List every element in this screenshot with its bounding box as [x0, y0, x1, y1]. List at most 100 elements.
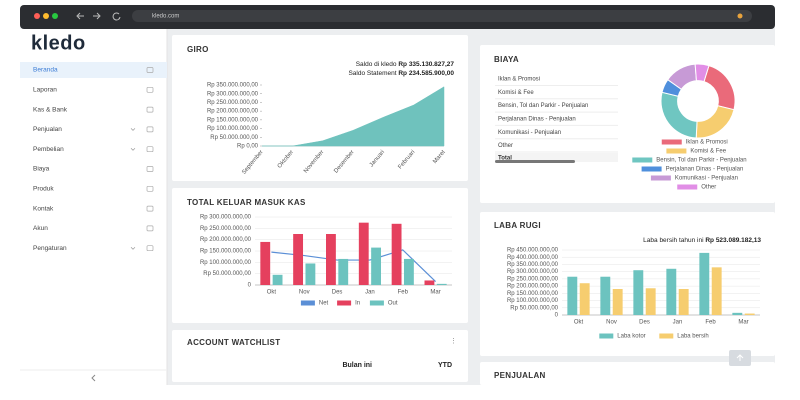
back-button[interactable]	[76, 12, 84, 20]
card-menu: ⋮	[450, 338, 457, 345]
legend-label: Perjalanan Dinas - Penjualan	[666, 167, 744, 173]
minimize-dot[interactable]	[43, 13, 49, 19]
y-tick-label: Rp 150.000.000,00	[200, 249, 252, 255]
card-title: ACCOUNT WATCHLIST	[187, 338, 280, 347]
reload-button[interactable]	[112, 12, 121, 21]
address-bar[interactable]	[132, 10, 752, 22]
forward-button[interactable]	[93, 12, 101, 20]
x-tick-label: Nov	[606, 320, 617, 326]
chevron	[130, 147, 136, 151]
menu-item[interactable]: Akun	[33, 225, 48, 232]
y-tick-label: Rp 50.000.000,00	[203, 271, 251, 277]
menu-icon	[146, 225, 154, 232]
bar	[326, 234, 336, 285]
annotation-label: Saldo di kledo	[356, 61, 397, 68]
legend-swatch	[650, 175, 671, 181]
bar	[358, 222, 369, 285]
close-dot[interactable]	[34, 13, 40, 19]
menu-item[interactable]: Pembelian	[33, 146, 64, 153]
legend-swatch	[661, 139, 682, 145]
bar	[403, 258, 414, 285]
legend-swatch	[659, 333, 674, 339]
annotation-value: Rp 234.585.900,00	[398, 70, 454, 77]
card-title: PENJUALAN	[494, 371, 546, 380]
menu-item[interactable]: Kontak	[33, 205, 54, 212]
bar	[371, 247, 381, 285]
y-tick-label: Rp 350.000.000,00	[207, 83, 259, 89]
y-tick-label: Rp 150.000.000,00	[207, 117, 259, 123]
y-tick-label: Rp 200.000.000,00	[207, 109, 259, 115]
legend-swatch	[337, 300, 352, 306]
bar	[732, 312, 743, 315]
annotation-value: Rp 523.089.182,13	[705, 237, 761, 244]
column-header: Bulan ini	[342, 362, 372, 369]
menu-icon	[146, 205, 154, 212]
y-tick-label: Rp 450.000.000,00	[507, 248, 559, 254]
annotation-label: Laba bersih tahun ini	[643, 237, 703, 244]
menu-item[interactable]: Beranda	[33, 67, 58, 74]
bar	[645, 288, 656, 315]
menu-item[interactable]: Produk	[33, 186, 54, 193]
menu-item[interactable]: Biaya	[33, 166, 50, 173]
bar	[666, 268, 677, 315]
card	[480, 362, 775, 385]
legend-swatch	[677, 184, 698, 190]
menu-icon	[146, 86, 154, 93]
y-tick-label: Rp 300.000.000,00	[200, 215, 252, 221]
y-tick-label: Rp 250.000.000,00	[207, 100, 259, 106]
legend-swatch	[641, 166, 662, 172]
bar	[678, 289, 689, 315]
scrollbar	[495, 160, 575, 163]
menu-item[interactable]: Laporan	[33, 87, 57, 94]
list-item[interactable]: Other	[498, 143, 513, 149]
menu-icon	[146, 185, 154, 192]
x-tick-label: Feb	[398, 290, 409, 296]
x-tick-label: Des	[639, 320, 650, 326]
list-item[interactable]: Perjalanan Dinas - Penjualan	[498, 116, 576, 122]
bar	[338, 258, 349, 285]
y-tick-label: 0	[555, 313, 559, 319]
legend-swatch	[632, 157, 653, 163]
menu-icon	[146, 106, 154, 113]
menu-item[interactable]: Penjualan	[33, 126, 62, 133]
x-tick-label: Okt	[267, 290, 277, 296]
collapse-button[interactable]	[91, 374, 96, 382]
card	[480, 45, 775, 203]
y-tick-label: Rp 300.000.000,00	[507, 269, 559, 275]
legend-label: Laba bersih	[677, 334, 708, 340]
y-tick-label: Rp 250.000.000,00	[200, 226, 252, 232]
menu-item[interactable]: Kas & Bank	[33, 106, 68, 113]
sidebar	[20, 29, 167, 385]
list-item[interactable]: Bensin, Tol dan Parkir - Penjualan	[498, 103, 588, 109]
total-row	[495, 153, 618, 162]
legend-label: In	[355, 301, 360, 307]
extension-icon[interactable]	[737, 13, 743, 19]
y-tick-label: Rp 50.000.000,00	[210, 135, 258, 141]
menu-icon	[146, 146, 154, 153]
bar	[567, 276, 578, 315]
card	[172, 330, 468, 382]
url: kledo.com	[152, 14, 179, 20]
area	[262, 86, 445, 147]
annotation-label: Saldo Statement	[348, 70, 396, 77]
y-tick-label: Rp 350.000.000,00	[507, 262, 559, 268]
zoom-dot[interactable]	[52, 13, 58, 19]
x-tick-label: Nov	[299, 290, 310, 296]
list-item[interactable]: Komisi & Fee	[498, 90, 534, 96]
y-tick-label: Rp 200.000.000,00	[200, 237, 252, 243]
annotation-value: Rp 335.130.827,27	[398, 61, 454, 68]
x-tick-label: Mar	[738, 320, 748, 326]
y-tick-label: Rp 300.000.000,00	[207, 91, 259, 97]
menu-item[interactable]: Pengaturan	[33, 245, 67, 252]
legend-label: Bensin, Tol dan Parkir - Penjualan	[656, 158, 746, 164]
bar	[633, 270, 644, 315]
bar	[305, 263, 316, 285]
list-item[interactable]: Komunikasi - Penjualan	[498, 130, 561, 136]
logo[interactable]: kledo	[31, 32, 86, 54]
card-title: TOTAL KELUAR MASUK KAS	[187, 198, 306, 207]
y-tick-label: Rp 150.000.000,00	[507, 291, 559, 297]
list-item[interactable]: Iklan & Promosi	[498, 77, 540, 83]
annotation: Saldo di kledo Rp 335.130.827,27	[356, 61, 455, 68]
card-title: GIRO	[187, 45, 209, 54]
